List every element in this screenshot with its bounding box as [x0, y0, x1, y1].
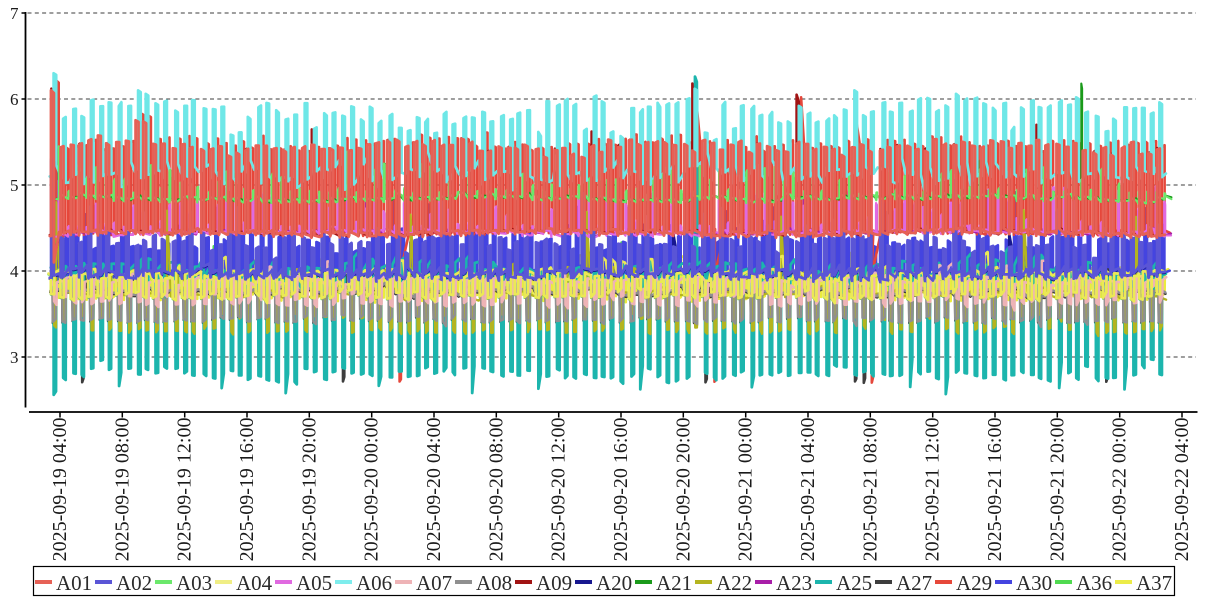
svg-text:A02: A02 — [116, 571, 152, 595]
svg-text:2025-09-22 00:00: 2025-09-22 00:00 — [1109, 418, 1131, 562]
svg-text:2025-09-20 16:00: 2025-09-20 16:00 — [610, 418, 632, 562]
svg-text:3: 3 — [10, 348, 19, 367]
svg-text:4: 4 — [10, 262, 19, 281]
svg-text:2025-09-19 12:00: 2025-09-19 12:00 — [174, 418, 196, 562]
svg-text:6: 6 — [10, 90, 19, 109]
svg-text:2025-09-21 08:00: 2025-09-21 08:00 — [859, 418, 881, 562]
svg-text:A05: A05 — [296, 571, 332, 595]
svg-text:A37: A37 — [1136, 571, 1172, 595]
svg-text:2025-09-19 16:00: 2025-09-19 16:00 — [236, 418, 258, 562]
svg-text:A01: A01 — [56, 571, 92, 595]
svg-text:2025-09-19 04:00: 2025-09-19 04:00 — [49, 418, 71, 562]
svg-text:2025-09-21 20:00: 2025-09-21 20:00 — [1046, 418, 1068, 562]
svg-text:A03: A03 — [176, 571, 212, 595]
svg-text:A29: A29 — [956, 571, 992, 595]
svg-text:A08: A08 — [476, 571, 512, 595]
svg-text:2025-09-20 00:00: 2025-09-20 00:00 — [361, 418, 383, 562]
svg-text:2025-09-21 12:00: 2025-09-21 12:00 — [922, 418, 944, 562]
svg-text:A36: A36 — [1076, 571, 1112, 595]
svg-text:7: 7 — [10, 4, 19, 23]
svg-text:2025-09-21 16:00: 2025-09-21 16:00 — [984, 418, 1006, 562]
svg-text:2025-09-19 20:00: 2025-09-19 20:00 — [298, 418, 320, 562]
svg-text:A06: A06 — [356, 571, 392, 595]
svg-text:A21: A21 — [656, 571, 692, 595]
svg-text:5: 5 — [10, 176, 19, 195]
svg-text:2025-09-21 04:00: 2025-09-21 04:00 — [797, 418, 819, 562]
svg-text:2025-09-20 12:00: 2025-09-20 12:00 — [548, 418, 570, 562]
svg-text:2025-09-19 08:00: 2025-09-19 08:00 — [111, 418, 133, 562]
svg-text:A09: A09 — [536, 571, 572, 595]
svg-text:2025-09-20 04:00: 2025-09-20 04:00 — [423, 418, 445, 562]
svg-text:A30: A30 — [1016, 571, 1052, 595]
svg-text:A04: A04 — [236, 571, 273, 595]
svg-text:A22: A22 — [716, 571, 752, 595]
svg-text:A23: A23 — [776, 571, 812, 595]
svg-text:A25: A25 — [836, 571, 872, 595]
svg-text:2025-09-20 08:00: 2025-09-20 08:00 — [485, 418, 507, 562]
svg-text:A27: A27 — [896, 571, 932, 595]
svg-text:2025-09-20 20:00: 2025-09-20 20:00 — [672, 418, 694, 562]
svg-text:2025-09-22 04:00: 2025-09-22 04:00 — [1171, 418, 1193, 562]
svg-text:2025-09-21 00:00: 2025-09-21 00:00 — [735, 418, 757, 562]
svg-text:A07: A07 — [416, 571, 452, 595]
svg-text:A20: A20 — [596, 571, 632, 595]
